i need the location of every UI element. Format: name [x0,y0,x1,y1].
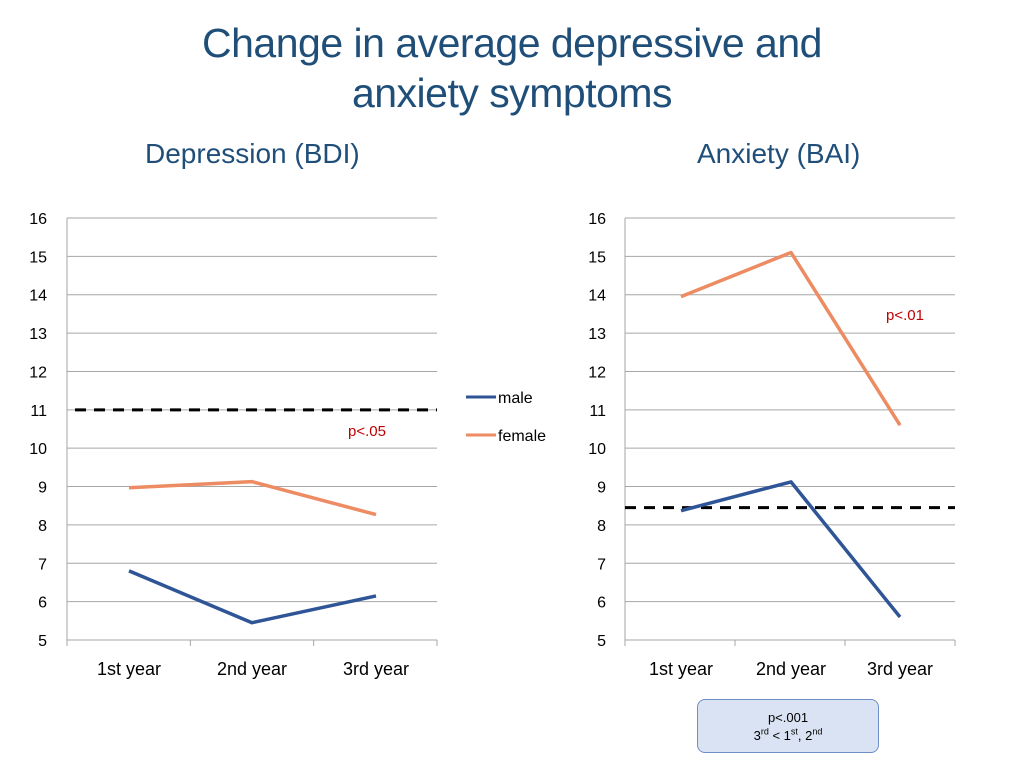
anxiety-series-female [680,250,902,427]
depression-ytick-label: 7 [38,556,47,573]
anxiety-ytick-label: 8 [597,518,606,535]
depression-annotation: p<.05 [348,423,386,440]
anxiety-ytick-label: 13 [588,326,606,343]
significance-note: p<.001 3rd < 1st, 2nd [697,699,879,753]
depression-ytick-label: 13 [29,326,47,343]
page-title: Change in average depressive and anxiety… [0,18,1024,118]
depression-chart-title: Depression (BDI) [145,138,360,169]
note-part-c: , 2 [797,728,813,743]
anxiety-ytick-label: 16 [588,211,606,228]
depression-series-male [128,569,377,625]
depression-ytick-label: 15 [29,249,47,266]
note-sup-b: st [790,726,798,737]
anxiety-ytick-label: 14 [588,288,606,305]
anxiety-ytick-label: 9 [597,480,606,497]
legend: male female [466,390,546,445]
note-part-b: < 1 [768,728,791,743]
note-sup-a: rd [760,726,769,737]
title-line-2: anxiety symptoms [351,70,673,116]
anxiety-annotation: p<.01 [886,307,924,324]
anxiety-ytick-label: 7 [597,556,606,573]
note-line-2: 3rd < 1st, 2nd [698,727,878,745]
anxiety-series-male [680,480,902,619]
anxiety-chart: 5 6 7 8 9 10 11 12 13 14 15 16 1st year 2nd year 3rd y… [588,211,956,679]
depression-ytick-label: 10 [29,441,47,458]
depression-ytick-label: 16 [29,211,47,228]
legend-female-label: female [498,428,546,445]
depression-ytick-label: 8 [38,518,47,535]
anxiety-xtick-label: 3rd year [867,659,933,679]
anxiety-ytick-label: 12 [588,364,606,381]
anxiety-chart-title: Anxiety (BAI) [697,138,861,169]
anxiety-ytick-label: 15 [588,249,606,266]
depression-ytick-label: 9 [38,480,47,497]
depression-ytick-label: 12 [29,364,47,381]
anxiety-ytick-label: 10 [588,441,606,458]
note-part-a: 3 [753,728,761,743]
note-sup-c: nd [812,726,823,737]
anxiety-ytick-label: 11 [589,403,606,420]
anxiety-ytick-label: 5 [597,633,606,650]
anxiety-xtick-label: 2nd year [756,659,826,679]
depression-series-female [128,479,377,517]
depression-xtick-label: 3rd year [343,659,409,679]
depression-chart: 5 6 7 8 9 10 11 12 13 14 15 16 1st year 2nd year 3rd y… [29,211,438,679]
depression-xtick-label: 2nd year [217,659,287,679]
depression-xtick-label: 1st year [97,659,161,679]
depression-ytick-label: 5 [38,633,47,650]
depression-ytick-label: 11 [30,403,47,420]
anxiety-xtick-label: 1st year [649,659,713,679]
anxiety-ytick-label: 6 [597,595,606,612]
depression-ytick-label: 6 [38,595,47,612]
depression-ytick-label: 14 [29,288,47,305]
note-line-1: p<.001 [767,710,809,725]
legend-male-label: male [498,390,533,407]
title-line-1: Change in average depressive and [202,20,822,66]
